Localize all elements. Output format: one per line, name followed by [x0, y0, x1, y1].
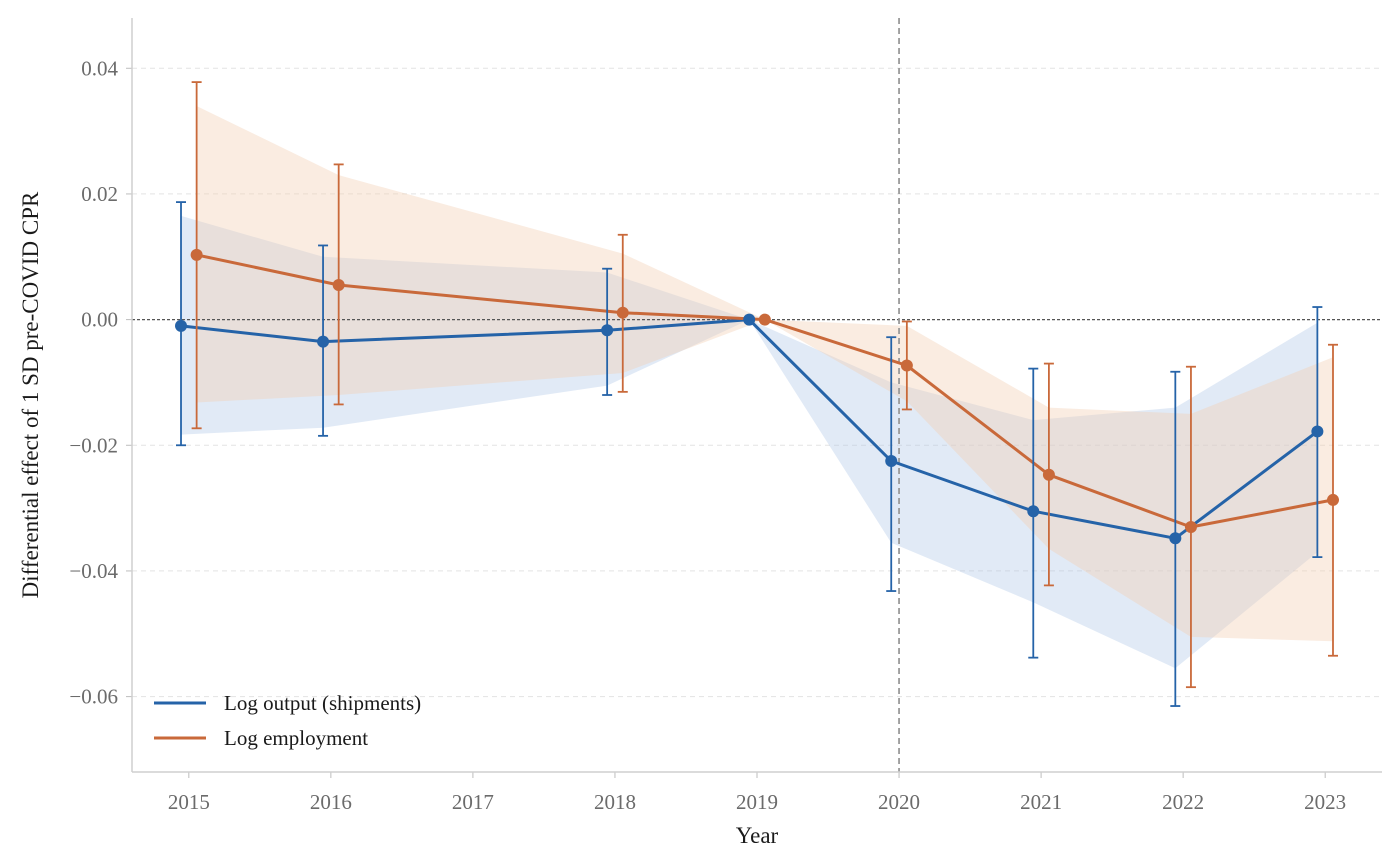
x-tick-label: 2020 [878, 790, 920, 814]
axes [126, 18, 1382, 778]
data-point [601, 324, 614, 337]
data-point [317, 335, 330, 348]
data-point [743, 313, 756, 326]
x-tick-label: 2019 [736, 790, 778, 814]
data-point [1169, 532, 1182, 545]
tick-labels: 0.04 0.02 0.00 −0.02 −0.04 −0.06 2015 2016 2017 2… [69, 56, 1346, 814]
legend: Log output (shipments) Log employment [154, 691, 421, 750]
data-points [175, 248, 1339, 545]
data-point [1042, 468, 1055, 481]
y-tick-label: 0.02 [81, 182, 118, 206]
data-point [1326, 493, 1339, 506]
x-tick-label: 2017 [452, 790, 494, 814]
series [180, 253, 1334, 540]
grid-lines [132, 67, 1382, 698]
data-point [1311, 425, 1324, 438]
confidence-bands [181, 106, 1334, 669]
x-tick-label: 2022 [1162, 790, 1204, 814]
series-line [196, 253, 1334, 529]
confidence-band [196, 106, 1334, 642]
y-tick-label: 0.00 [81, 308, 118, 332]
y-tick-label: −0.02 [69, 433, 118, 457]
data-point [332, 279, 345, 292]
data-point [885, 454, 898, 467]
data-point [190, 248, 203, 261]
y-axis-label: Differential effect of 1 SD pre-COVID CP… [18, 191, 43, 598]
x-tick-label: 2015 [168, 790, 210, 814]
data-point [175, 319, 188, 332]
legend-label: Log output (shipments) [224, 691, 421, 715]
data-point [900, 359, 913, 372]
legend-label: Log employment [224, 726, 368, 750]
x-tick-label: 2018 [594, 790, 636, 814]
series-line [180, 318, 1319, 540]
y-tick-label: 0.04 [81, 56, 118, 80]
x-tick-label: 2023 [1304, 790, 1346, 814]
x-tick-label: 2016 [310, 790, 352, 814]
x-tick-label: 2021 [1020, 790, 1062, 814]
data-point [1027, 505, 1040, 518]
data-point [616, 306, 629, 319]
data-point [1184, 520, 1197, 533]
y-tick-label: −0.06 [69, 685, 118, 709]
y-tick-label: −0.04 [69, 559, 118, 583]
data-point [758, 313, 771, 326]
x-axis-label: Year [736, 823, 779, 848]
